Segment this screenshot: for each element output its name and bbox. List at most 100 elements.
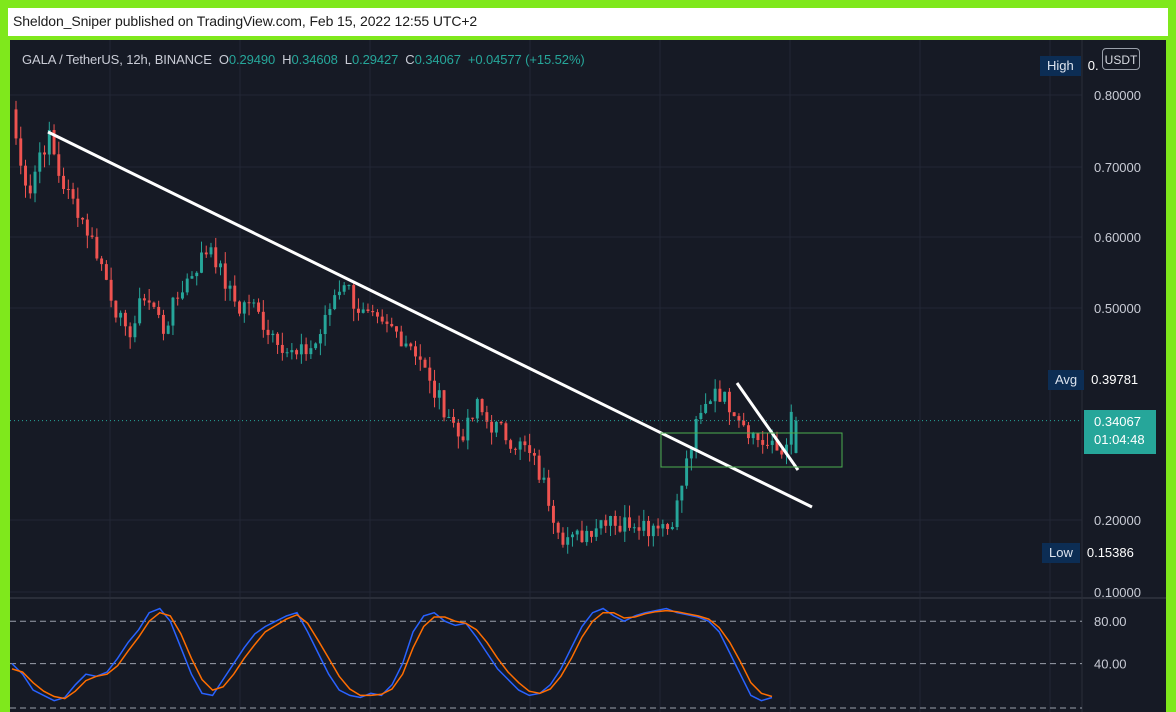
osc-tick-label: 40.00 (1094, 657, 1127, 672)
candle-body (109, 279, 113, 301)
y-tick-label: 0.60000 (1094, 230, 1141, 245)
candle-body (352, 285, 356, 309)
candle-body (499, 421, 503, 424)
candle-body (433, 380, 437, 398)
candle-body (456, 422, 460, 437)
candle-body (223, 263, 227, 289)
candle-body (437, 390, 441, 398)
candle-body (166, 325, 170, 334)
candle-body (780, 450, 784, 455)
candle-body (570, 534, 574, 538)
candle-body (152, 302, 156, 307)
candle-body (276, 333, 280, 345)
candle-body (723, 391, 727, 402)
candle-body (43, 152, 47, 155)
candle-body (147, 300, 151, 303)
candle-body (680, 485, 684, 501)
candle-body (471, 417, 475, 419)
candle-body (409, 343, 413, 347)
candle-body (585, 530, 589, 543)
candle-body (447, 416, 451, 418)
candle-body (233, 285, 237, 302)
candle-body (475, 399, 479, 419)
candle-body (590, 530, 593, 537)
candle-body (480, 399, 484, 413)
candle-body (238, 301, 242, 314)
candle-body (200, 252, 203, 273)
candle-body (309, 348, 313, 355)
candle-body (513, 448, 517, 450)
low-marker-value: 0.15386 (1086, 545, 1134, 560)
candle-body (204, 252, 208, 255)
candle-body (746, 425, 750, 439)
candle-body (356, 308, 360, 313)
candle-body (228, 285, 232, 289)
candle-body (642, 520, 646, 531)
candle-body (52, 130, 56, 155)
candle-body (466, 417, 470, 441)
candle-body (547, 477, 551, 506)
candle-body (761, 440, 765, 445)
candle-body (280, 344, 284, 353)
candle-body (775, 440, 779, 451)
chart-pane[interactable]: 0.80000 0.70000 0.60000 0.50000 0.20000 0.100… (10, 40, 1166, 712)
candle-body (718, 388, 722, 402)
candle-body (523, 441, 527, 446)
candle-body (461, 436, 465, 441)
candle-body (494, 421, 498, 433)
candle-body (751, 433, 755, 439)
candle-body (765, 444, 769, 446)
low-marker: Low 0.15386 (1042, 543, 1141, 563)
candle-body (214, 247, 218, 268)
candle-body (195, 272, 199, 277)
candle-body (385, 321, 389, 324)
candle-body (789, 411, 793, 445)
candle-body (323, 314, 327, 335)
symbol-title: GALA / TetherUS, 12h, BINANCE (22, 52, 212, 67)
candle-body (756, 433, 760, 441)
candle-body (666, 524, 670, 530)
candle-body (247, 302, 251, 304)
candle-body (14, 109, 18, 139)
candle-body (161, 314, 165, 334)
trendline-main (47, 130, 813, 509)
candle-body (19, 138, 23, 166)
candle-body (509, 440, 513, 449)
y-tick-label: 0.70000 (1094, 160, 1141, 175)
candle-body (157, 306, 161, 315)
candle-body (171, 297, 175, 326)
candle-body (271, 333, 275, 336)
candle-body (395, 326, 398, 332)
candle-body (142, 298, 146, 301)
candle-body (732, 412, 736, 417)
candle-body (399, 331, 403, 347)
price-chart[interactable]: 0.80000 0.70000 0.60000 0.50000 0.20000 0.100… (10, 40, 1166, 712)
support-zone-box (660, 432, 843, 468)
avg-marker-label: Avg (1048, 370, 1085, 390)
candle-body (647, 520, 651, 537)
candle-body (414, 346, 417, 357)
candle-body (699, 412, 703, 420)
candle-body (504, 423, 508, 441)
currency-button[interactable]: USDT (1102, 48, 1140, 70)
open-label: O (218, 52, 229, 67)
low-marker-label: Low (1042, 543, 1080, 563)
candle-body (442, 390, 446, 418)
trendline-flag (735, 382, 800, 471)
close-value: 0.34067 (414, 52, 461, 67)
candle-body (551, 505, 555, 523)
y-tick-label: 0.50000 (1094, 301, 1141, 316)
candle-body (361, 309, 365, 313)
stoch-line-d (11, 609, 773, 700)
candle-body (675, 500, 679, 528)
candle-body (580, 530, 584, 543)
candle-body (66, 189, 70, 191)
candle-body (452, 416, 456, 423)
candle-body (623, 517, 627, 532)
candle-body (252, 302, 256, 304)
candle-body (390, 323, 394, 327)
candle-body (347, 285, 351, 287)
candle-body (661, 524, 665, 529)
high-label: H (282, 52, 292, 67)
candle-body (742, 420, 746, 426)
